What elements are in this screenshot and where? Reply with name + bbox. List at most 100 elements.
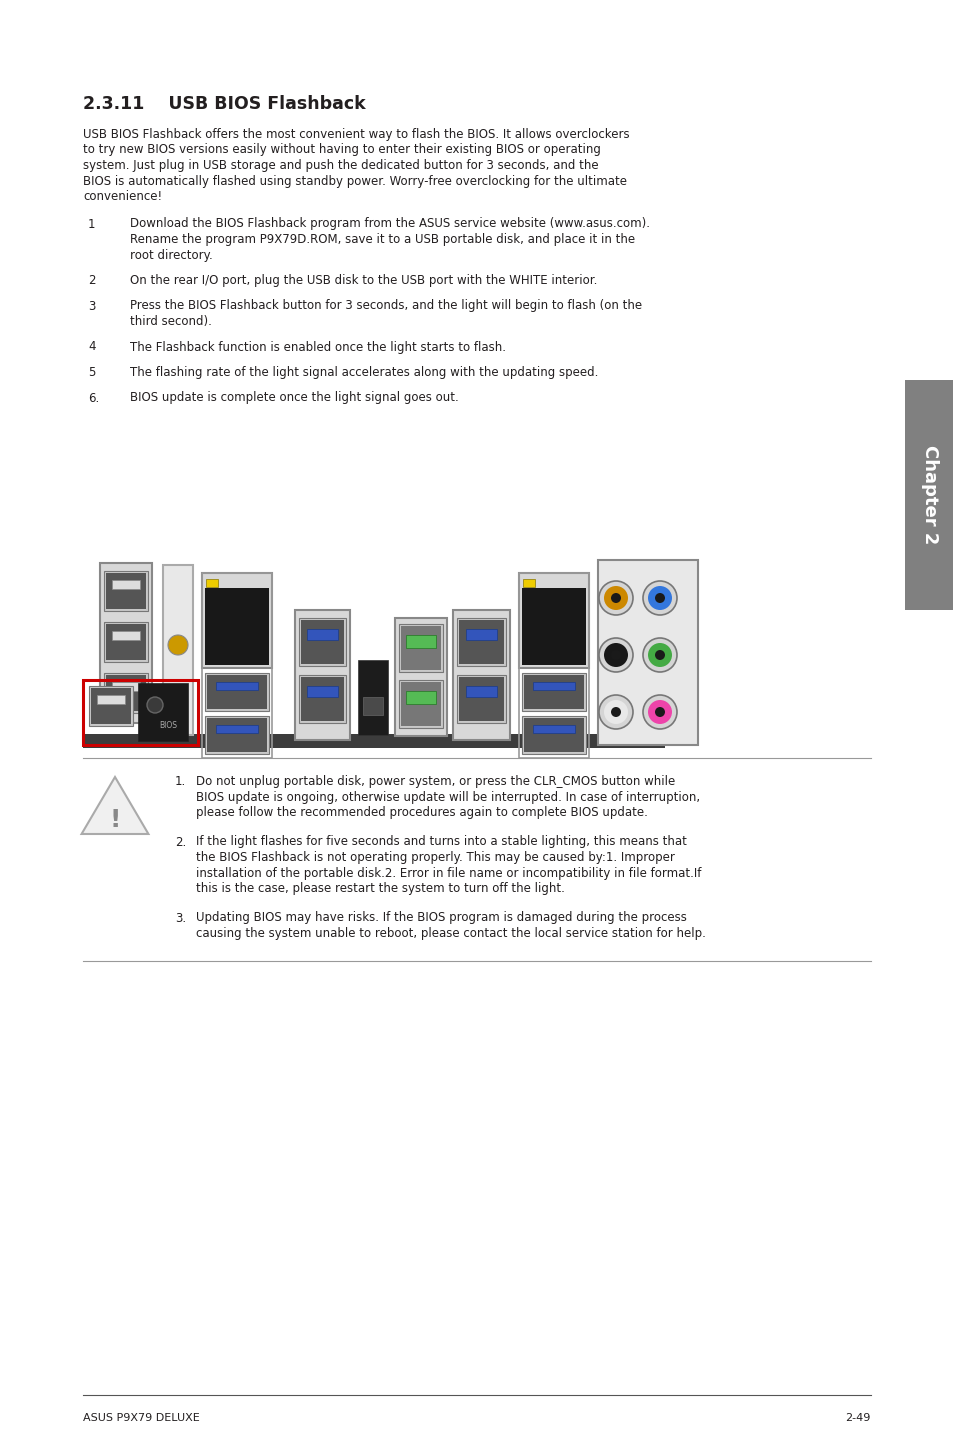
Bar bbox=[456, 618, 505, 666]
Bar bbox=[465, 686, 497, 696]
Bar bbox=[400, 682, 440, 726]
Bar bbox=[400, 626, 440, 670]
Text: !: ! bbox=[110, 808, 121, 833]
Bar bbox=[163, 565, 193, 735]
Circle shape bbox=[598, 695, 633, 729]
Circle shape bbox=[642, 638, 677, 672]
Bar bbox=[104, 571, 148, 611]
Bar bbox=[91, 687, 131, 723]
Text: The flashing rate of the light signal accelerates along with the updating speed.: The flashing rate of the light signal ac… bbox=[130, 367, 598, 380]
Bar bbox=[458, 677, 503, 720]
Text: 2.: 2. bbox=[174, 835, 186, 848]
Bar bbox=[307, 628, 337, 640]
Bar bbox=[298, 618, 346, 666]
Circle shape bbox=[655, 592, 664, 603]
Bar bbox=[465, 628, 497, 640]
Text: installation of the portable disk.2. Error in file name or incompatibility in fi: installation of the portable disk.2. Err… bbox=[195, 867, 700, 880]
Bar bbox=[207, 718, 267, 752]
Bar bbox=[205, 716, 269, 754]
Bar bbox=[89, 686, 132, 726]
Text: third second).: third second). bbox=[130, 315, 212, 328]
Bar bbox=[598, 559, 698, 745]
Bar bbox=[398, 680, 442, 728]
Text: Chapter 2: Chapter 2 bbox=[920, 446, 938, 545]
Bar bbox=[521, 588, 585, 664]
Text: 2.3.11    USB BIOS Flashback: 2.3.11 USB BIOS Flashback bbox=[83, 95, 365, 114]
Circle shape bbox=[647, 700, 671, 723]
Circle shape bbox=[603, 700, 627, 723]
Bar bbox=[518, 572, 588, 669]
Circle shape bbox=[655, 650, 664, 660]
Bar bbox=[357, 660, 388, 735]
Circle shape bbox=[147, 697, 163, 713]
Bar bbox=[202, 572, 272, 669]
Bar bbox=[904, 380, 953, 610]
Bar bbox=[456, 674, 505, 723]
Text: please follow the recommended procedures again to complete BIOS update.: please follow the recommended procedures… bbox=[195, 807, 647, 820]
Text: On the rear I/O port, plug the USB disk to the USB port with the WHITE interior.: On the rear I/O port, plug the USB disk … bbox=[130, 275, 597, 288]
Bar bbox=[521, 673, 585, 710]
Bar bbox=[216, 682, 257, 690]
Bar bbox=[112, 631, 140, 640]
Bar bbox=[363, 697, 382, 715]
Bar bbox=[138, 683, 188, 741]
Text: causing the system unable to reboot, please contact the local service station fo: causing the system unable to reboot, ple… bbox=[195, 928, 705, 940]
Bar bbox=[104, 673, 148, 713]
Bar bbox=[453, 610, 510, 741]
Text: 4: 4 bbox=[88, 341, 95, 354]
Bar bbox=[112, 682, 140, 692]
Circle shape bbox=[655, 707, 664, 718]
Bar bbox=[202, 572, 272, 758]
Circle shape bbox=[647, 587, 671, 610]
Bar bbox=[521, 716, 585, 754]
Text: If the light flashes for five seconds and turns into a stable lighting, this mea: If the light flashes for five seconds an… bbox=[195, 835, 686, 848]
Circle shape bbox=[598, 638, 633, 672]
Bar bbox=[106, 572, 146, 610]
Circle shape bbox=[642, 581, 677, 615]
Circle shape bbox=[598, 581, 633, 615]
Bar bbox=[405, 690, 436, 705]
Bar bbox=[106, 674, 146, 710]
Bar bbox=[112, 580, 140, 590]
Text: BIOS update is complete once the light signal goes out.: BIOS update is complete once the light s… bbox=[130, 391, 458, 404]
Text: root directory.: root directory. bbox=[130, 249, 213, 262]
Bar bbox=[106, 624, 146, 660]
Circle shape bbox=[610, 707, 620, 718]
Bar bbox=[395, 618, 447, 736]
Circle shape bbox=[168, 636, 188, 654]
Bar bbox=[206, 580, 218, 587]
Bar bbox=[298, 674, 346, 723]
Bar bbox=[104, 623, 148, 661]
Bar bbox=[405, 634, 436, 649]
Text: the BIOS Flashback is not operating properly. This may be caused by:1. Improper: the BIOS Flashback is not operating prop… bbox=[195, 851, 674, 864]
Circle shape bbox=[642, 695, 677, 729]
Text: 2: 2 bbox=[88, 275, 95, 288]
Bar bbox=[307, 686, 337, 696]
Circle shape bbox=[610, 650, 620, 660]
Text: The Flashback function is enabled once the light starts to flash.: The Flashback function is enabled once t… bbox=[130, 341, 505, 354]
Text: 6.: 6. bbox=[88, 391, 99, 404]
Circle shape bbox=[647, 643, 671, 667]
Bar bbox=[518, 572, 588, 758]
Bar bbox=[216, 725, 257, 733]
Text: Download the BIOS Flashback program from the ASUS service website (www.asus.com): Download the BIOS Flashback program from… bbox=[130, 217, 649, 230]
Text: BIOS: BIOS bbox=[159, 722, 177, 731]
Text: 5: 5 bbox=[88, 367, 95, 380]
Bar bbox=[294, 610, 350, 741]
Bar bbox=[100, 564, 152, 723]
Bar bbox=[523, 718, 583, 752]
Text: to try new BIOS versions easily without having to enter their existing BIOS or o: to try new BIOS versions easily without … bbox=[83, 144, 600, 157]
Text: ASUS P9X79 DELUXE: ASUS P9X79 DELUXE bbox=[83, 1414, 199, 1424]
Text: Rename the program P9X79D.ROM, save it to a USB portable disk, and place it in t: Rename the program P9X79D.ROM, save it t… bbox=[130, 233, 635, 246]
Bar bbox=[83, 680, 198, 745]
Bar bbox=[96, 695, 125, 705]
Text: Press the BIOS Flashback button for 3 seconds, and the light will begin to flash: Press the BIOS Flashback button for 3 se… bbox=[130, 299, 641, 312]
Bar bbox=[398, 624, 442, 672]
Text: 1: 1 bbox=[88, 217, 95, 230]
Bar bbox=[522, 580, 535, 587]
Text: Do not unplug portable disk, power system, or press the CLR_CMOS button while: Do not unplug portable disk, power syste… bbox=[195, 775, 675, 788]
Text: BIOS update is ongoing, otherwise update will be interrupted. In case of interru: BIOS update is ongoing, otherwise update… bbox=[195, 791, 700, 804]
Text: 3.: 3. bbox=[174, 912, 186, 925]
Bar bbox=[207, 674, 267, 709]
Text: 3: 3 bbox=[88, 299, 95, 312]
